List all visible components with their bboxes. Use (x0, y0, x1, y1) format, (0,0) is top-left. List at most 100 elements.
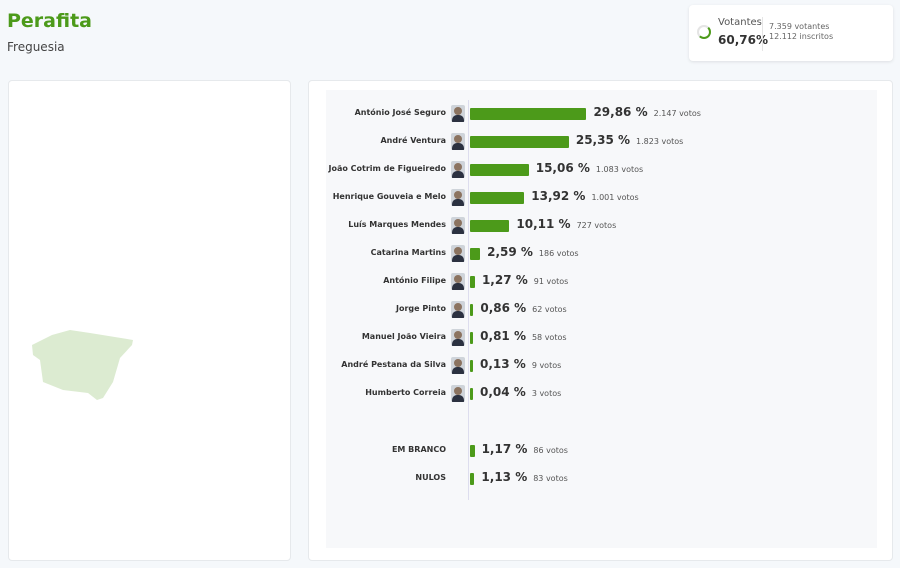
divider (762, 17, 763, 51)
result-votes: 186 votos (538, 249, 579, 258)
result-row[interactable]: EM BRANCO 1,17 % 86 votos (326, 441, 877, 461)
turnout-label: Votantes (718, 17, 762, 28)
result-votes: 62 votos (532, 305, 567, 314)
candidate-photo-icon (451, 105, 465, 122)
candidate-name: André Ventura (380, 136, 446, 145)
result-percent: 1,13 % (481, 470, 528, 484)
result-votes: 1.083 votos (595, 165, 644, 174)
candidate-photo-icon (451, 217, 465, 234)
result-bar (470, 108, 587, 120)
turnout-card: Votantes 60,76% 7.359 votantes 12.112 in… (689, 5, 893, 61)
result-percent-group: 0,13 % 9 votos (480, 357, 561, 371)
result-bar (470, 304, 474, 316)
result-bar (470, 388, 473, 400)
candidate-photo-icon (451, 273, 465, 290)
candidate-photo-icon (451, 161, 465, 178)
result-row[interactable]: João Cotrim de Figueiredo 15,06 % 1.083 vo… (326, 160, 877, 180)
result-row[interactable]: Luís Marques Mendes 10,11 % 727 votos (326, 216, 877, 236)
result-row[interactable]: NULOS 1,13 % 83 votos (326, 469, 877, 489)
result-votes: 3 votos (531, 389, 562, 398)
result-bar (470, 164, 529, 176)
result-percent-group: 29,86 % 2.147 votos (593, 105, 700, 119)
result-percent: 0,13 % (480, 357, 526, 371)
result-row[interactable]: Henrique Gouveia e Melo 13,92 % 1.001 voto… (326, 188, 877, 208)
turnout-ring-icon (697, 25, 711, 39)
result-percent: 13,92 % (531, 189, 586, 203)
candidate-name: EM BRANCO (391, 445, 446, 454)
result-votes: 91 votos (533, 277, 569, 286)
result-percent-group: 0,81 % 58 votos (480, 329, 566, 343)
result-votes: 1.823 votos (636, 137, 684, 146)
candidate-photo-icon (451, 301, 465, 318)
turnout-percent: 60,76% (718, 33, 768, 47)
candidate-name: NULOS (415, 473, 446, 482)
result-votes: 58 votos (531, 333, 567, 342)
result-percent: 25,35 % (575, 133, 631, 147)
result-percent: 1,27 % (481, 273, 528, 287)
result-bar (470, 473, 475, 485)
result-row[interactable]: Catarina Martins 2,59 % 186 votos (326, 244, 877, 264)
result-bar (470, 445, 475, 457)
result-percent: 29,86 % (593, 105, 648, 119)
page-subtitle: Freguesia (7, 40, 65, 54)
candidate-name: Manuel João Vieira (361, 332, 446, 341)
map-card (8, 80, 291, 561)
result-votes: 727 votos (576, 221, 617, 230)
result-bar (470, 360, 473, 372)
result-row[interactable]: Humberto Correia 0,04 % 3 votos (326, 384, 877, 404)
turnout-registered: 12.112 inscritos (769, 32, 834, 41)
result-percent-group: 0,04 % 3 votos (480, 385, 561, 399)
result-row[interactable]: André Pestana da Silva 0,13 % 9 votos (326, 356, 877, 376)
result-percent: 10,11 % (516, 217, 571, 231)
candidate-photo-icon (451, 357, 465, 374)
result-votes: 83 votos (533, 474, 568, 483)
bar-axis (468, 100, 469, 500)
result-bar (470, 248, 481, 260)
result-row[interactable]: André Ventura 25,35 % 1.823 votos (326, 132, 877, 152)
result-votes: 2.147 votos (653, 109, 701, 118)
candidate-photo-icon (451, 329, 465, 346)
candidate-name: João Cotrim de Figueiredo (328, 164, 446, 173)
candidate-name: Henrique Gouveia e Melo (332, 192, 446, 201)
candidate-name: André Pestana da Silva (341, 360, 446, 369)
result-votes: 86 votos (533, 446, 568, 455)
candidate-name: Luís Marques Mendes (348, 220, 446, 229)
result-percent-group: 13,92 % 1.001 votos (531, 189, 638, 203)
result-percent: 0,81 % (480, 329, 526, 343)
result-bar (470, 192, 525, 204)
result-bar (470, 220, 510, 232)
result-percent: 1,17 % (481, 442, 528, 456)
candidate-photo-icon (451, 245, 465, 262)
candidate-name: António José Seguro (354, 108, 446, 117)
result-percent-group: 2,59 % 186 votos (487, 245, 578, 259)
result-row[interactable]: Manuel João Vieira 0,81 % 58 votos (326, 328, 877, 348)
result-percent-group: 1,17 % 86 votos (482, 442, 568, 456)
result-percent: 0,04 % (480, 385, 526, 399)
results-panel (326, 90, 877, 548)
result-percent-group: 10,11 % 727 votos (516, 217, 616, 231)
result-bar (470, 136, 569, 148)
candidate-photo-icon (451, 385, 465, 402)
result-percent-group: 1,27 % 91 votos (482, 273, 568, 287)
turnout-voters: 7.359 votantes (769, 22, 830, 31)
result-row[interactable]: António Filipe 1,27 % 91 votos (326, 272, 877, 292)
candidate-name: Humberto Correia (365, 388, 446, 397)
result-percent: 2,59 % (487, 245, 533, 259)
result-percent-group: 1,13 % 83 votos (481, 470, 567, 484)
result-percent: 15,06 % (535, 161, 590, 175)
candidate-photo-icon (451, 133, 465, 150)
result-bar (470, 332, 474, 344)
result-row[interactable]: António José Seguro 29,86 % 2.147 votos (326, 104, 877, 124)
parish-map[interactable] (8, 80, 291, 561)
candidate-name: Jorge Pinto (396, 304, 446, 313)
result-row[interactable]: Jorge Pinto 0,86 % 62 votos (326, 300, 877, 320)
result-percent-group: 25,35 % 1.823 votos (576, 133, 683, 147)
result-votes: 9 votos (531, 361, 562, 370)
candidate-photo-icon (451, 189, 465, 206)
result-percent-group: 0,86 % 62 votos (480, 301, 566, 315)
result-percent-group: 15,06 % 1.083 votos (536, 161, 643, 175)
result-votes: 1.001 votos (591, 193, 639, 202)
candidate-name: António Filipe (383, 276, 446, 285)
candidate-name: Catarina Martins (370, 248, 446, 257)
parish-shape[interactable] (32, 330, 133, 400)
